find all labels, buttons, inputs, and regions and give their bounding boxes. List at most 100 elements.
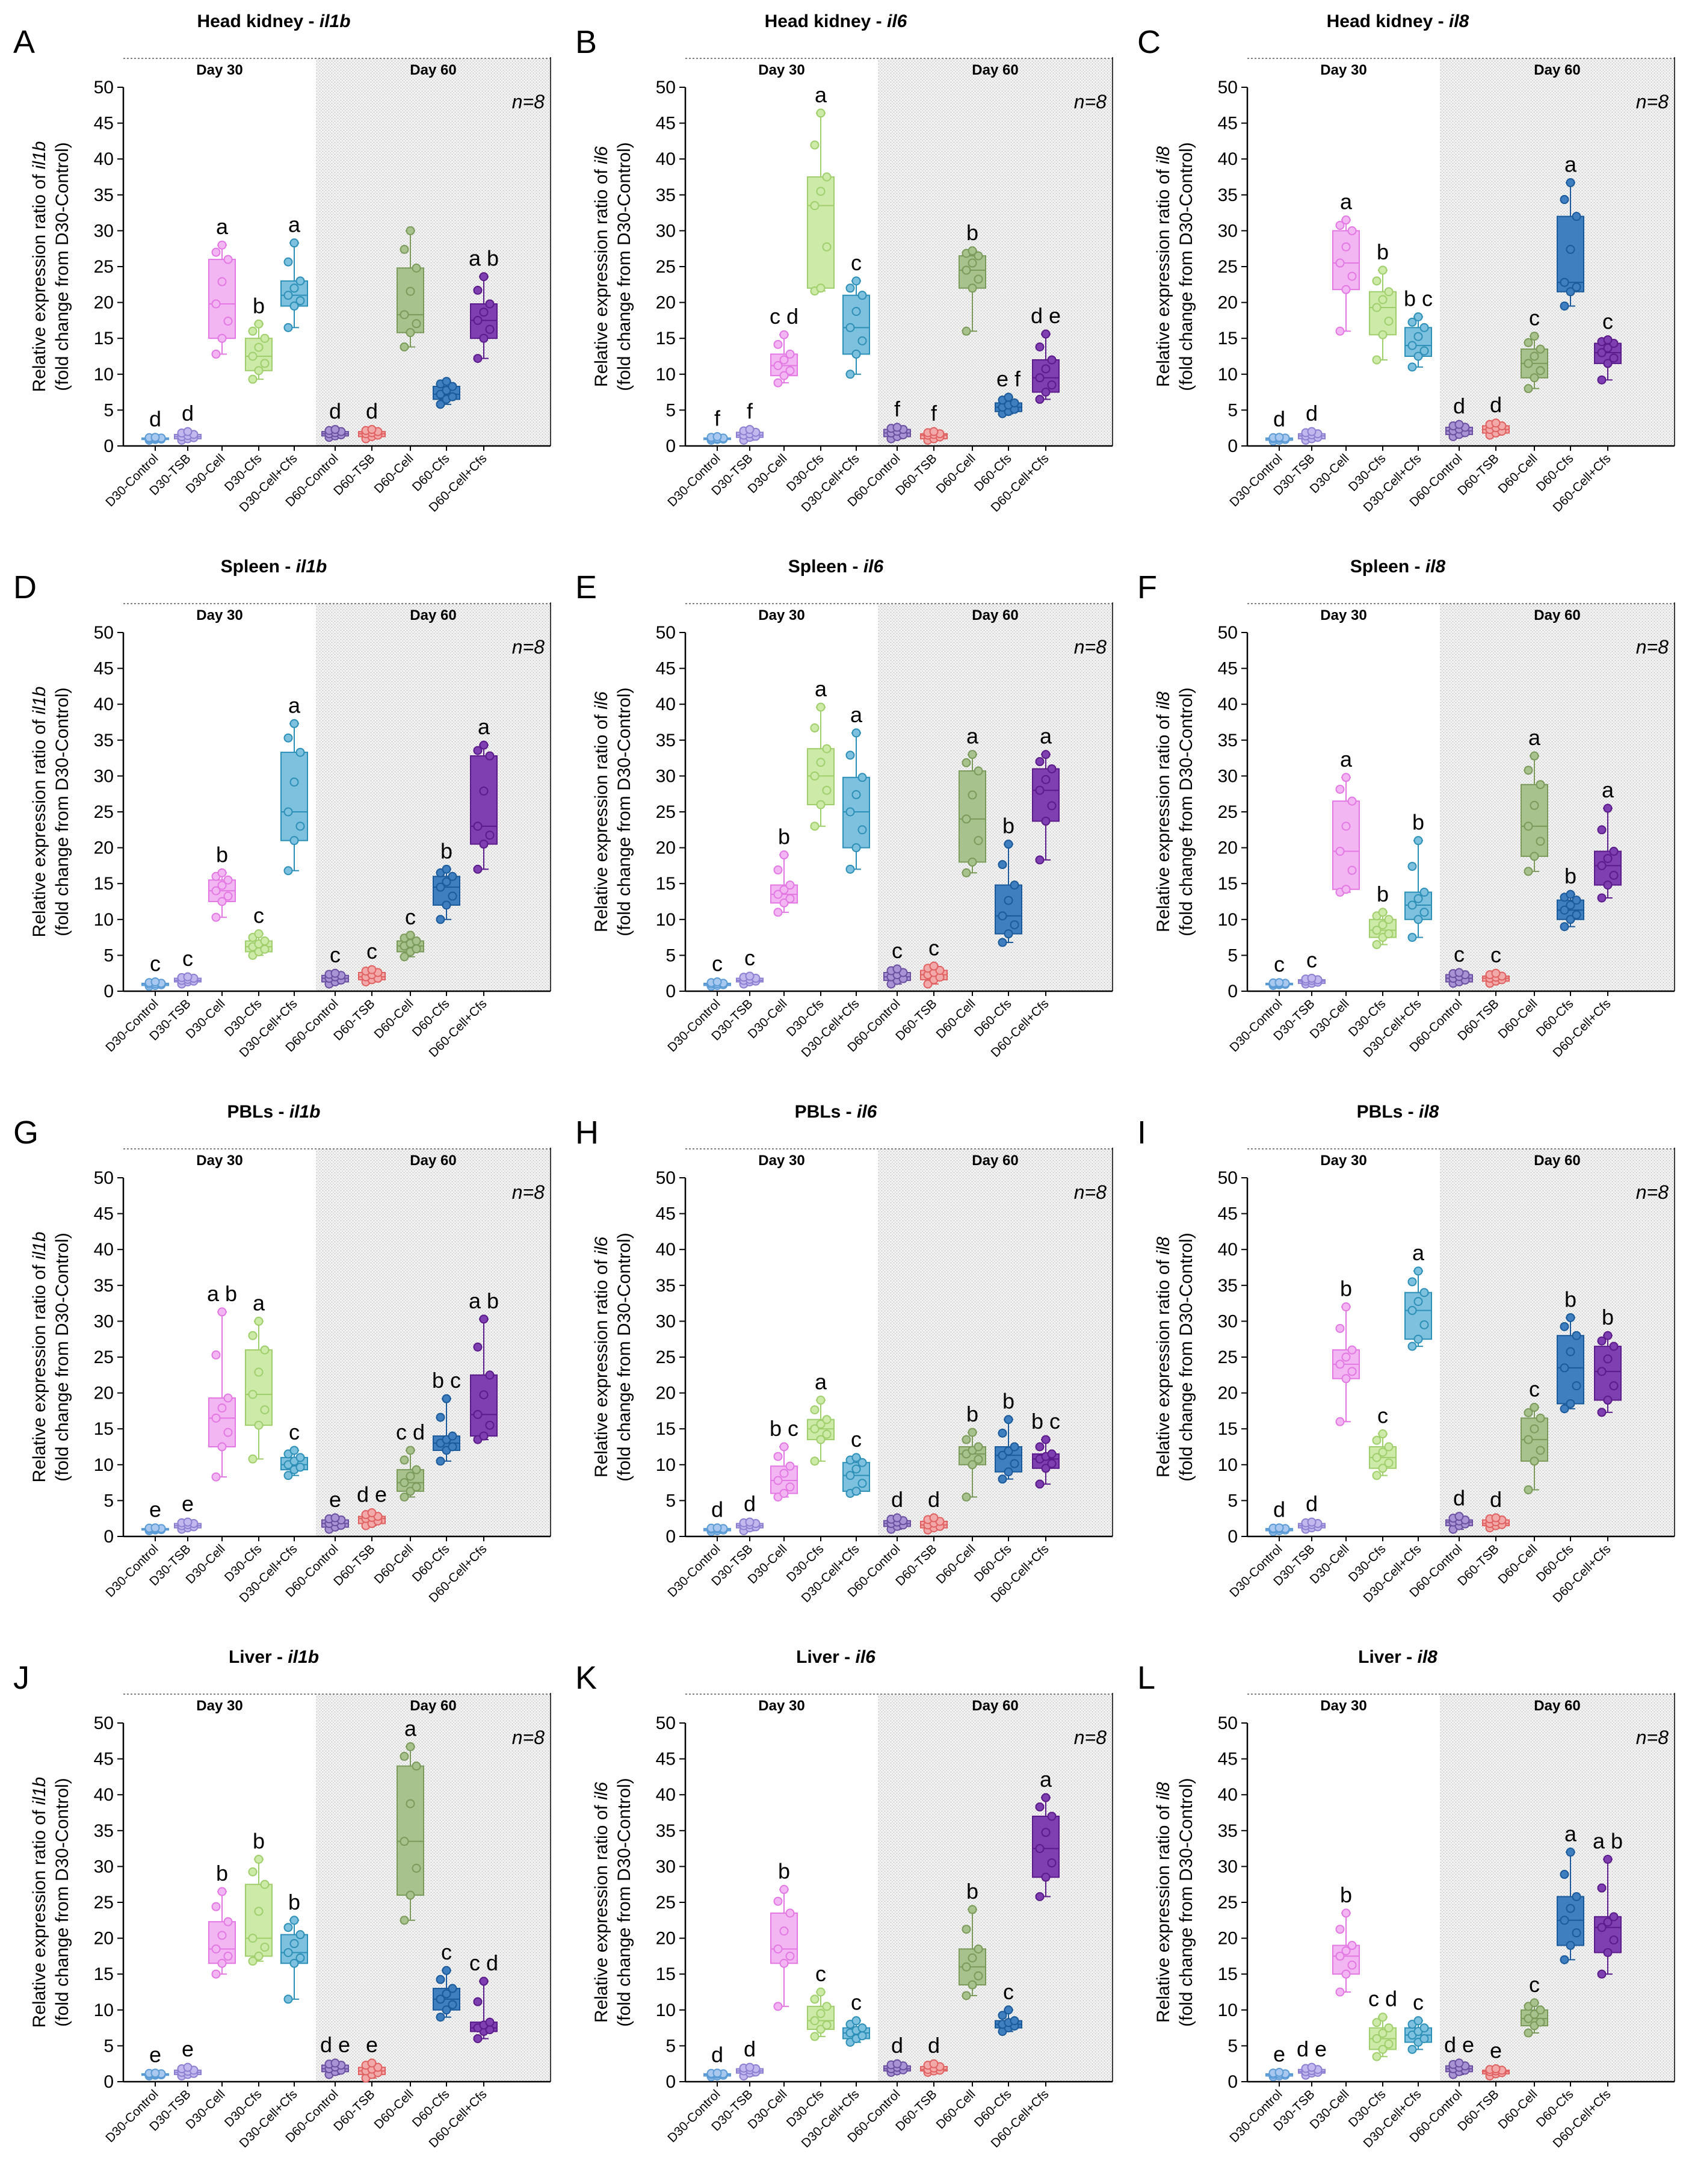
significance-letter: e <box>366 2032 378 2057</box>
significance-letter: c d <box>396 1420 425 1444</box>
data-point <box>1609 1912 1619 1922</box>
data-point <box>248 351 258 361</box>
y-tick-label: 45 <box>656 659 676 679</box>
data-point <box>473 1997 483 2006</box>
data-point <box>442 1394 451 1403</box>
data-point <box>1530 351 1539 361</box>
y-tick-label: 25 <box>656 1347 676 1367</box>
data-point <box>1341 885 1351 894</box>
y-tick-label: 0 <box>1227 982 1238 1001</box>
data-point <box>254 1854 264 1864</box>
day60-shading <box>316 604 551 991</box>
data-point <box>283 257 293 267</box>
data-point <box>400 1455 409 1465</box>
n-label: n=8 <box>1636 91 1669 113</box>
panel-label: C <box>1137 24 1161 60</box>
data-point <box>217 1307 227 1317</box>
significance-letter: b <box>966 1879 978 1904</box>
data-point <box>479 1390 489 1400</box>
data-point <box>851 276 861 286</box>
data-point <box>400 1492 409 1502</box>
y-axis-label: Relative expression ratio of il8 (fold ch… <box>1153 142 1196 391</box>
data-point <box>479 1314 489 1324</box>
data-point <box>712 1523 722 1533</box>
chart-title: Liver - il6 <box>796 1647 875 1667</box>
data-point <box>1572 1928 1581 1938</box>
y-tick-label: 15 <box>1218 874 1238 894</box>
chart-title-gene: il8 <box>1419 1102 1439 1122</box>
day60-label: Day 60 <box>410 1152 456 1169</box>
y-tick-label: 0 <box>103 982 114 1001</box>
data-point <box>1407 362 1417 372</box>
y-tick-label: 50 <box>94 623 114 643</box>
data-point <box>968 258 977 268</box>
data-point <box>217 1958 227 1968</box>
data-point <box>785 1908 795 1918</box>
data-point <box>1335 326 1345 336</box>
data-point <box>479 1976 489 1986</box>
data-point <box>330 1513 340 1523</box>
data-point <box>810 723 820 733</box>
data-point <box>779 850 789 860</box>
box-d60-tsb: d <box>358 399 386 444</box>
x-tick-label: D30-Control <box>1227 1542 1285 1600</box>
data-point <box>810 140 820 150</box>
box-d30-tsb: f <box>736 399 764 445</box>
data-point <box>1341 215 1351 225</box>
data-point <box>448 392 457 401</box>
data-point <box>1609 1935 1619 1945</box>
significance-letter: c <box>182 946 193 971</box>
significance-letter: e <box>149 1497 161 1522</box>
y-tick-label: 20 <box>1218 838 1238 858</box>
data-point <box>1413 351 1423 361</box>
data-point <box>1566 900 1575 910</box>
data-point <box>1010 1459 1019 1468</box>
data-point <box>1347 1960 1357 1970</box>
data-point <box>211 1472 221 1482</box>
data-point <box>1341 773 1351 782</box>
chart-b: B Head kidney - il6 Day 30 Day 60 0 5 10 15 20 25… <box>575 11 1113 515</box>
data-point <box>254 342 264 352</box>
data-point <box>485 324 495 334</box>
data-point <box>1536 2017 1545 2027</box>
data-point <box>289 836 299 846</box>
y-tick-label: 35 <box>1218 731 1238 750</box>
data-point <box>974 1944 983 1954</box>
chart-h: H PBLs - il6 Day 30 Day 60 0 5 10 15 20 25 30 35 40 4… <box>575 1102 1113 1605</box>
y-tick-label: 35 <box>94 1821 114 1841</box>
box-d60-cell: c <box>1521 1972 1548 2038</box>
y-tick-label: 40 <box>656 149 676 169</box>
data-point <box>1372 926 1382 935</box>
data-point <box>816 758 826 767</box>
day30-label: Day 30 <box>758 1152 804 1169</box>
data-point <box>436 400 445 409</box>
data-point <box>1530 373 1539 383</box>
data-point <box>816 1419 826 1429</box>
y-axis-label: Relative expression ratio of il8 (fold ch… <box>1153 687 1196 936</box>
data-point <box>295 1930 305 1940</box>
data-point <box>295 1453 305 1462</box>
data-point <box>785 880 795 890</box>
significance-letter: a <box>1602 778 1614 802</box>
significance-letter: d <box>1490 1487 1502 1512</box>
significance-letter: b <box>216 1861 228 1885</box>
y-tick-label: 15 <box>1218 1964 1238 1984</box>
significance-letter: c <box>928 935 939 960</box>
data-point <box>260 333 270 343</box>
chart-title-prefix: Liver - <box>796 1647 855 1667</box>
data-point <box>1560 302 1569 311</box>
data-point <box>412 1465 421 1474</box>
chart-title-prefix: PBLs - <box>1357 1102 1419 1122</box>
y-tick-label: 0 <box>665 982 676 1001</box>
y-axis-label-line2: (fold change from D30-Control) <box>614 687 634 936</box>
chart-title-gene: il8 <box>1418 1647 1438 1667</box>
day60-shading <box>316 58 551 446</box>
data-point <box>1560 1870 1569 1879</box>
y-axis-label-prefix: Relative expression ratio of <box>591 164 611 387</box>
data-point <box>254 366 264 376</box>
data-point <box>289 1958 299 1968</box>
y-tick-label: 50 <box>656 623 676 643</box>
data-point <box>1035 1479 1045 1489</box>
chart-title: Head kidney - il1b <box>197 11 350 31</box>
box-d30-cell: b <box>770 1859 798 2011</box>
